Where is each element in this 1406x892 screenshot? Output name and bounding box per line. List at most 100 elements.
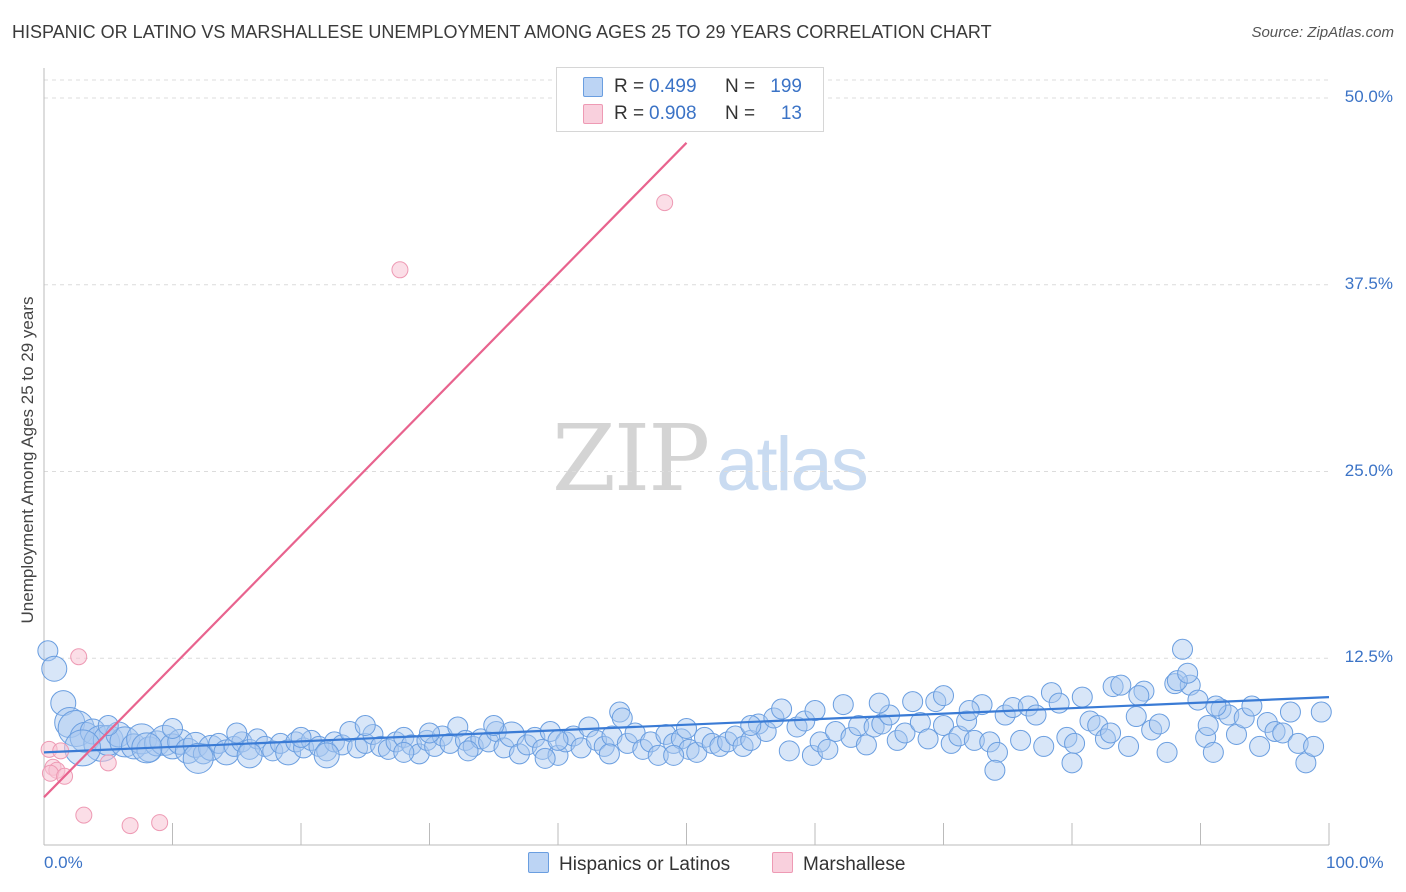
data-point-hispanics [871,713,893,735]
data-point-marshallese [75,806,93,824]
watermark-atlas: atlas [716,422,869,507]
data-point-hispanics [1218,704,1240,726]
data-point-hispanics [640,731,662,753]
data-point-hispanics [354,714,376,736]
legend-swatch-blue [583,77,603,97]
data-point-hispanics [236,742,263,769]
data-point-hispanics [290,726,312,748]
data-point-hispanics [1110,674,1132,696]
data-point-hispanics [293,737,315,759]
data-point-hispanics [1303,735,1325,757]
data-point-hispanics [979,731,1001,753]
data-point-hispanics [601,725,623,747]
data-point-hispanics [868,692,890,714]
data-point-hispanics [956,710,978,732]
data-point-hispanics [275,739,302,766]
bottom-legend-swatch-pink [772,852,793,873]
legend-n-value: 13 [780,103,802,124]
data-point-hispanics [958,700,980,722]
y-axis-label-wrap: Unemployment Among Ages 25 to 29 years [8,265,48,655]
data-point-hispanics [1202,741,1224,763]
data-point-hispanics [1061,752,1083,774]
data-point-hispanics [1264,720,1286,742]
data-point-hispanics [984,759,1006,781]
y-tick-label: 50.0% [1344,87,1393,106]
data-point-hispanics [1272,722,1294,744]
data-point-hispanics [182,742,214,774]
data-point-hispanics [508,743,530,765]
x-tick-max: 100.0% [1326,853,1384,872]
data-point-hispanics [902,691,924,713]
data-point-hispanics [894,722,916,744]
stats-legend: R = 0.499 N = 199 R = 0.908 N = 13 [556,67,824,132]
bottom-legend-label: Marshallese [803,854,906,875]
watermark: ZIP atlas [552,405,869,512]
data-point-hispanics [1197,714,1219,736]
data-point-hispanics [144,730,171,757]
data-point-hispanics [676,717,697,739]
data-point-hispanics [393,741,415,763]
data-point-hispanics [848,714,870,736]
data-point-hispanics [817,738,839,760]
data-point-hispanics [1166,670,1188,692]
data-point-hispanics [483,714,505,736]
data-point-hispanics [778,740,800,762]
source-label: Source: ZipAtlas.com [1251,24,1394,41]
data-point-hispanics [598,743,620,765]
data-point-hispanics [37,640,59,662]
data-point-hispanics [611,707,633,729]
data-point-hispanics [457,740,479,762]
data-point-hispanics [663,744,685,766]
data-point-hispanics [1087,714,1109,736]
series-hispanics-points [37,638,1332,781]
legend-r-label: R = [614,103,645,124]
data-point-hispanics [1233,707,1255,729]
data-point-hispanics [1010,729,1032,751]
data-point-hispanics [1040,682,1062,704]
data-point-hispanics [97,714,119,736]
data-point-hispanics [1033,735,1055,757]
y-axis-label: Unemployment Among Ages 25 to 29 years [18,296,37,624]
data-point-hispanics [832,694,854,716]
data-point-hispanics [1100,722,1122,744]
bottom-legend-swatch-blue [528,852,549,873]
data-point-hispanics [547,744,569,766]
legend-n-label: N = [725,103,756,124]
trend-line-hispanics [43,695,1330,754]
data-point-hispanics [917,728,939,750]
bottom-legend-hispanics: Hispanics or Latinos [528,852,730,876]
data-point-hispanics [886,729,908,751]
data-point-hispanics [534,747,556,769]
data-point-hispanics [547,729,569,751]
grid-lines [44,79,1329,659]
x-tick-min: 0.0% [44,853,83,872]
data-point-hispanics [419,722,440,744]
data-point-hispanics [855,734,877,756]
data-point-hispanics [578,716,600,738]
data-point-hispanics [1187,689,1209,711]
data-point-hispanics [408,743,430,765]
data-point-hispanics [377,738,399,760]
data-point-hispanics [647,744,669,766]
data-point-marshallese [121,817,139,835]
data-point-hispanics [986,741,1008,763]
y-tick-label: 12.5% [1344,647,1393,667]
data-point-hispanics [64,729,102,767]
data-point-hispanics [963,729,985,751]
data-point-hispanics [1125,706,1147,728]
data-point-hispanics [940,732,962,754]
data-point-hispanics [1177,662,1199,684]
data-point-hispanics [933,714,954,736]
legend-r-value: 0.499 [649,76,697,97]
data-point-hispanics [804,700,826,722]
data-point-hispanics [1025,704,1047,726]
y-tick-label: 25.0% [1344,460,1393,480]
data-point-hispanics [41,655,68,682]
data-point-hispanics [740,714,762,736]
data-point-hispanics [1102,676,1124,698]
data-point-hispanics [1256,711,1278,733]
axes [43,68,1330,846]
data-point-hispanics [1279,701,1301,723]
data-point-hispanics [1118,735,1140,757]
bottom-legend-label: Hispanics or Latinos [559,854,731,875]
